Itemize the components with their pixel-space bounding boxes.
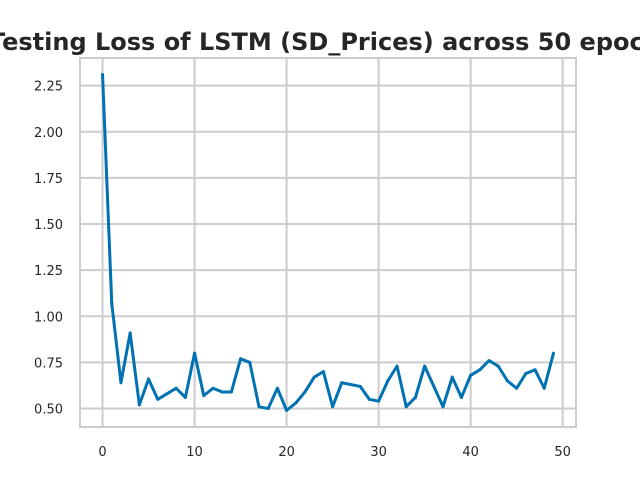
data-point (358, 384, 362, 388)
data-point (266, 407, 270, 411)
x-tick-label: 0 (98, 445, 106, 460)
data-point (505, 379, 509, 383)
plot-frame (79, 57, 577, 428)
chart-title: Testing Loss of LSTM (SD_Prices) across … (0, 28, 640, 56)
series-group (101, 73, 555, 412)
data-point (229, 390, 233, 394)
y-tick-label: 0.75 (34, 356, 63, 371)
data-point (128, 331, 132, 335)
y-tick-label: 1.75 (34, 172, 63, 187)
data-point (450, 375, 454, 379)
y-tick-label: 1.50 (34, 218, 63, 233)
data-point (285, 408, 289, 412)
x-tick-label: 40 (462, 445, 479, 460)
data-point (469, 373, 473, 377)
data-point (101, 73, 105, 77)
data-point (413, 395, 417, 399)
data-point (156, 397, 160, 401)
y-tick-label: 2.00 (34, 126, 63, 141)
data-point (137, 403, 141, 407)
data-point (321, 370, 325, 374)
series-line-0 (101, 73, 555, 412)
data-point (239, 357, 243, 361)
data-point (404, 405, 408, 409)
data-point (220, 390, 224, 394)
x-tick-label: 50 (554, 445, 571, 460)
data-point (165, 392, 169, 396)
data-point (386, 379, 390, 383)
y-tick-label: 1.00 (34, 310, 63, 325)
data-point (183, 395, 187, 399)
data-point (524, 371, 528, 375)
data-point (193, 351, 197, 355)
data-point (174, 386, 178, 390)
data-point (349, 383, 353, 387)
x-tick-label: 30 (370, 445, 387, 460)
y-tick-label: 1.25 (34, 264, 63, 279)
y-tick-label: 0.50 (34, 403, 63, 418)
data-point (487, 359, 491, 363)
data-point (211, 386, 215, 390)
data-point (294, 401, 298, 405)
data-point (110, 301, 114, 305)
data-point (533, 368, 537, 372)
data-point (395, 364, 399, 368)
y-axis-ticks: 0.50 0.75 1.00 1.25 1.50 1.75 2.00 2.25 (34, 80, 63, 418)
data-point (542, 386, 546, 390)
x-tick-label: 10 (186, 445, 203, 460)
x-axis-ticks: 0 10 20 30 40 50 (98, 445, 571, 460)
data-point (331, 405, 335, 409)
grid-lines (80, 58, 576, 427)
data-point (478, 368, 482, 372)
data-point (312, 375, 316, 379)
data-point (459, 395, 463, 399)
data-point (496, 364, 500, 368)
data-point (515, 386, 519, 390)
data-point (432, 384, 436, 388)
data-point (551, 351, 555, 355)
data-point (340, 381, 344, 385)
data-point (202, 394, 206, 398)
x-tick-label: 20 (278, 445, 295, 460)
data-point (423, 364, 427, 368)
data-point (367, 397, 371, 401)
data-point (147, 377, 151, 381)
data-point (275, 386, 279, 390)
data-point (303, 390, 307, 394)
data-point (248, 360, 252, 364)
data-point (377, 399, 381, 403)
data-point (441, 405, 445, 409)
data-point (119, 381, 123, 385)
y-tick-label: 2.25 (34, 80, 63, 95)
data-point (257, 405, 261, 409)
